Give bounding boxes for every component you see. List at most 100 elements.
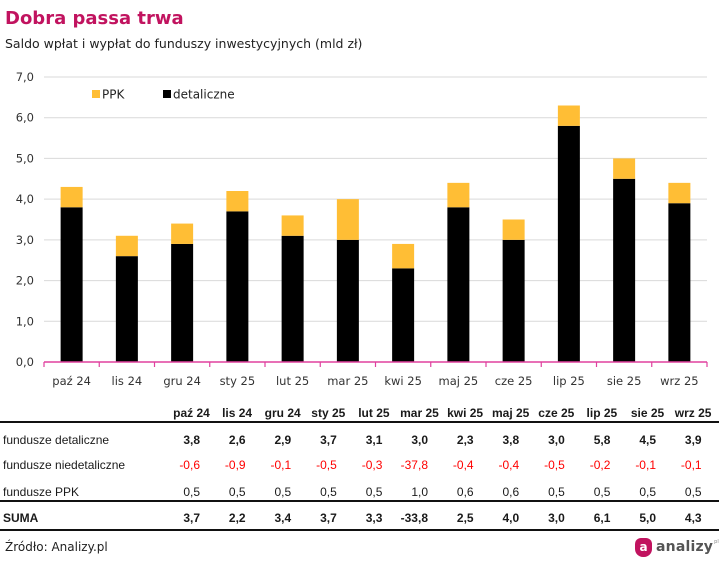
source-note: Źródło: Analizy.pl (5, 540, 108, 554)
analizy-logo: a analizy pl (635, 536, 719, 558)
x-tick-label: lip 25 (553, 374, 585, 388)
bar-detaliczne-6 (392, 268, 415, 362)
bar-detaliczne-7 (447, 207, 470, 362)
legend-swatch-ppk (92, 90, 100, 98)
table-cell: 3,8 (183, 433, 200, 447)
table-column-header: gru 24 (264, 406, 301, 420)
table-row-label: SUMA (3, 511, 39, 525)
logo-superscript: pl (714, 539, 719, 545)
bar-detaliczne-11 (668, 203, 691, 362)
table-cell: 0,5 (684, 485, 702, 499)
table-column-header: lip 25 (586, 406, 618, 420)
bar-ppk-8 (502, 219, 525, 240)
bar-ppk-4 (281, 215, 304, 236)
table-cell: 3,8 (502, 433, 520, 447)
legend-swatch-detaliczne (163, 90, 171, 98)
table-cell: 3,9 (684, 433, 702, 447)
x-tick-label: wrz 25 (660, 374, 698, 388)
table-divider (0, 500, 719, 502)
table-cell: 1,0 (411, 485, 428, 499)
bar-ppk-11 (668, 182, 691, 204)
table-cell: 6,1 (593, 511, 611, 525)
table-cell: -0,1 (270, 458, 292, 472)
table-cell: 3,3 (365, 511, 383, 525)
table-cell: 3,0 (548, 511, 565, 525)
chart-subtitle: Saldo wpłat i wypłat do funduszy inwesty… (5, 36, 363, 51)
bar-ppk-6 (392, 243, 415, 269)
table-cell: 0,5 (548, 485, 565, 499)
y-tick-label: 0,0 (16, 355, 34, 369)
y-tick-label: 7,0 (16, 70, 34, 84)
table-cell: -37,8 (400, 458, 428, 472)
x-tick-label: mar 25 (327, 374, 368, 388)
table-cell: 3,0 (548, 433, 565, 447)
table-cell: -0,2 (589, 458, 611, 472)
table-cell: -33,8 (400, 511, 428, 525)
bar-ppk-1 (115, 235, 138, 257)
bar-ppk-7 (447, 182, 470, 208)
x-tick-label: lut 25 (276, 374, 309, 388)
table-cell: 3,1 (365, 433, 383, 447)
table-column-header: maj 25 (492, 406, 530, 420)
table-cell: -0,9 (224, 458, 246, 472)
legend-label-ppk: PPK (102, 88, 125, 102)
bar-detaliczne-10 (613, 178, 636, 362)
legend-label-detaliczne: detaliczne (173, 88, 235, 102)
bar-ppk-3 (226, 191, 249, 212)
bar-detaliczne-2 (171, 243, 194, 362)
y-tick-label: 5,0 (16, 151, 34, 165)
x-tick-label: sty 25 (220, 374, 256, 388)
x-tick-label: cze 25 (495, 374, 533, 388)
table-cell: 0,6 (502, 485, 520, 499)
bar-detaliczne-5 (336, 239, 359, 362)
table-column-header: wrz 25 (674, 406, 712, 420)
table-cell: 4,0 (502, 511, 520, 525)
bar-detaliczne-0 (60, 207, 83, 362)
table-column-header: lut 25 (358, 406, 390, 420)
table-cell: -0,6 (179, 458, 200, 472)
x-tick-label: kwi 25 (384, 374, 422, 388)
table-cell: 0,5 (365, 485, 383, 499)
table-column-header: sie 25 (630, 406, 665, 420)
table-column-header: mar 25 (400, 406, 439, 420)
table-cell: -0,4 (498, 458, 520, 472)
table-cell: -0,3 (361, 458, 383, 472)
y-tick-label: 3,0 (16, 233, 34, 247)
table-cell: 3,0 (411, 433, 428, 447)
table-column-header: sty 25 (311, 406, 346, 420)
table-row-label: fundusze niedetaliczne (3, 458, 126, 472)
bar-detaliczne-3 (226, 211, 249, 362)
y-tick-label: 6,0 (16, 111, 34, 125)
table-cell: 3,7 (183, 511, 200, 525)
table-cell: 0,6 (456, 485, 474, 499)
bar-detaliczne-4 (281, 235, 304, 362)
table-cell: 5,8 (593, 433, 611, 447)
table-column-header: lis 24 (222, 406, 253, 420)
table-divider (0, 529, 719, 531)
table-divider (0, 421, 719, 423)
x-tick-label: gru 24 (163, 374, 201, 388)
table-cell: 2,6 (228, 433, 246, 447)
table-cell: -0,4 (452, 458, 474, 472)
bar-ppk-10 (613, 158, 636, 179)
table-column-header: paź 24 (173, 406, 210, 420)
y-tick-label: 1,0 (16, 314, 34, 328)
table-cell: -0,5 (544, 458, 565, 472)
bar-detaliczne-9 (557, 125, 580, 362)
table-cell: 0,5 (274, 485, 292, 499)
table-row-label: fundusze detaliczne (3, 433, 110, 447)
bar-ppk-2 (171, 223, 194, 244)
table-cell: 4,3 (684, 511, 702, 525)
table-cell: 4,5 (639, 433, 656, 447)
x-tick-label: paź 24 (52, 374, 91, 388)
table-cell: -0,1 (635, 458, 656, 472)
logo-text: analizy (656, 539, 714, 555)
table-cell: 2,9 (274, 433, 292, 447)
table-cell: 3,4 (274, 511, 292, 525)
bar-detaliczne-8 (502, 239, 525, 362)
y-tick-label: 4,0 (16, 192, 34, 206)
table-row-label: fundusze PPK (3, 485, 80, 499)
y-tick-label: 2,0 (16, 274, 34, 288)
table-cell: 0,5 (320, 485, 337, 499)
